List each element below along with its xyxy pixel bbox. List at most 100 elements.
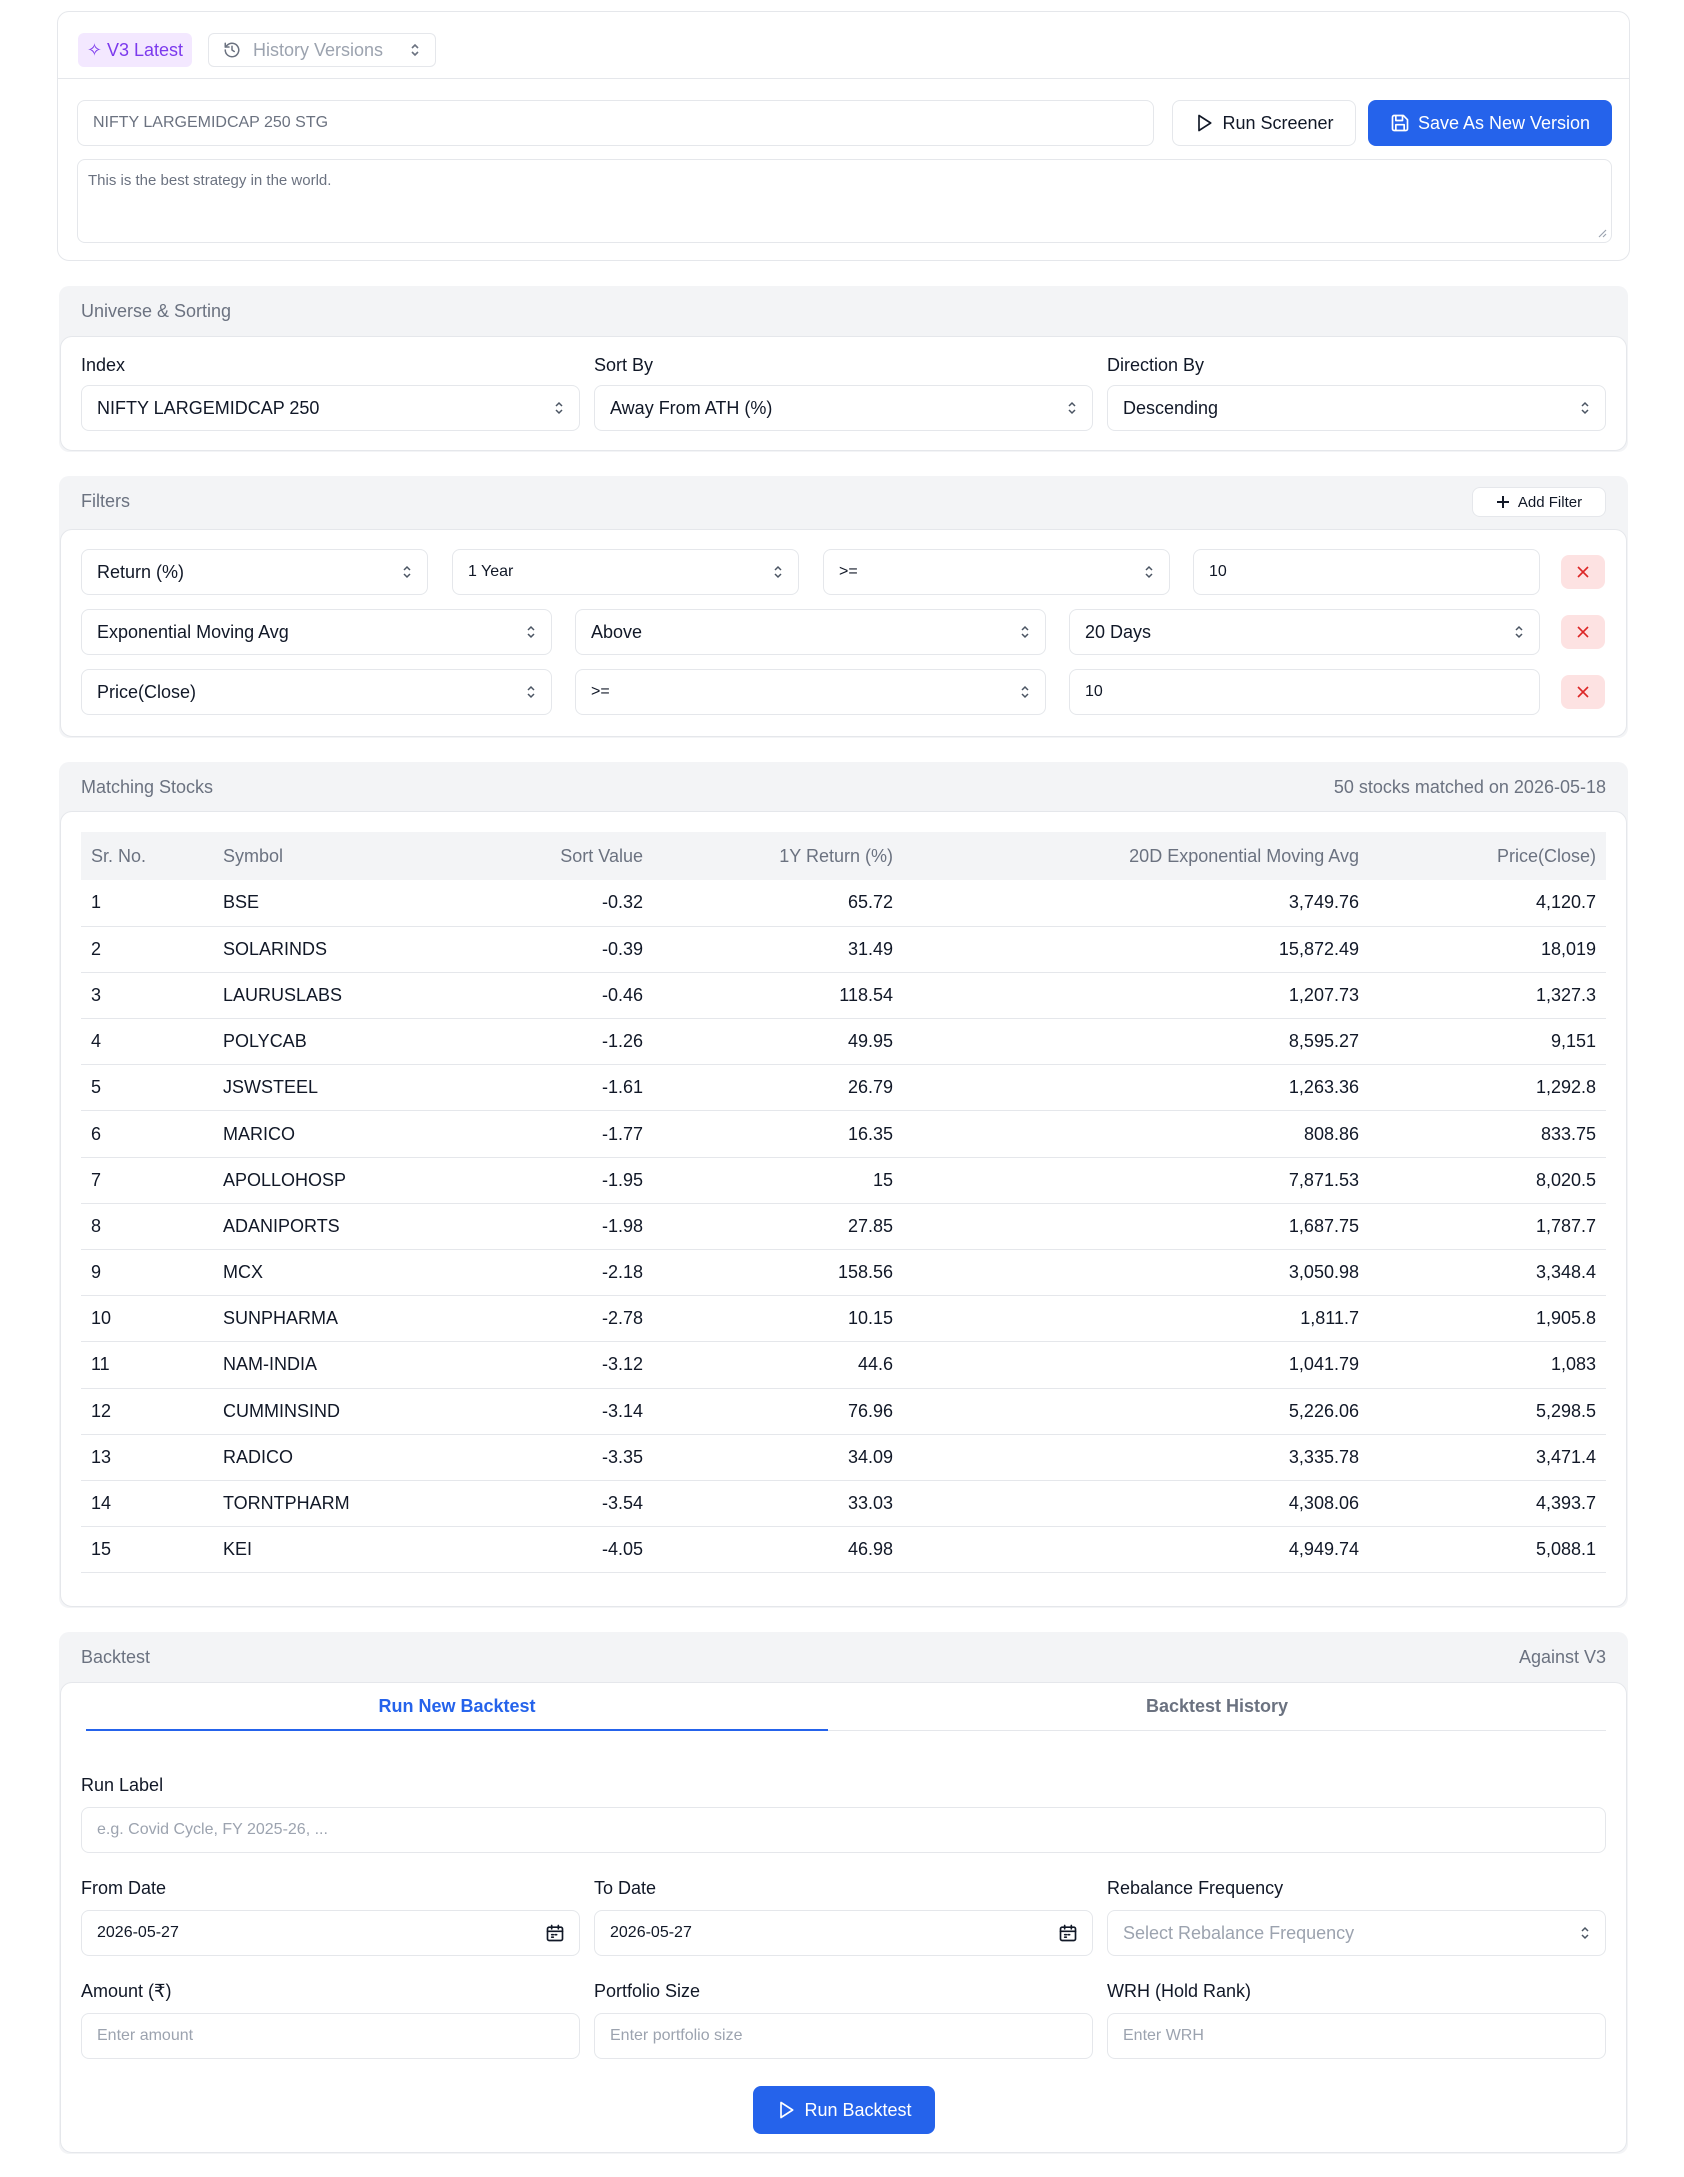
run-screener-button[interactable]: Run Screener xyxy=(1172,100,1356,146)
col-symbol[interactable]: Symbol xyxy=(213,832,403,880)
version-badge[interactable]: ✧ V3 Latest xyxy=(78,33,192,67)
sort-by-label: Sort By xyxy=(594,355,654,375)
run-label-label: Run Label xyxy=(81,1775,164,1795)
filter-3-metric-value: Price(Close) xyxy=(97,681,197,702)
chevron-updown-icon xyxy=(411,43,419,57)
col-sort-value[interactable]: Sort Value xyxy=(403,832,653,880)
history-versions-select[interactable]: History Versions xyxy=(208,33,436,67)
remove-filter-3-button[interactable] xyxy=(1561,675,1605,709)
table-row[interactable]: 7 APOLLOHOSP -1.95 15 7,871.53 8,020.5 xyxy=(81,1157,1606,1204)
cell-price-close: 1,787.7 xyxy=(1369,1203,1606,1251)
calendar-icon[interactable] xyxy=(1058,1923,1078,1943)
table-row[interactable]: 8 ADANIPORTS -1.98 27.85 1,687.75 1,787.7 xyxy=(81,1203,1606,1251)
cell-symbol: JSWSTEEL xyxy=(213,1064,403,1112)
resize-handle-icon[interactable] xyxy=(1597,228,1607,238)
amount-input[interactable]: Enter amount xyxy=(81,2013,580,2059)
table-row[interactable]: 2 SOLARINDS -0.39 31.49 15,872.49 18,019 xyxy=(81,926,1606,973)
cell-ema: 1,263.36 xyxy=(903,1064,1369,1112)
to-date-input[interactable]: 2026-05-27 xyxy=(594,1910,1093,1956)
run-backtest-button[interactable]: Run Backtest xyxy=(753,2086,935,2134)
sort-by-select[interactable]: Away From ATH (%) xyxy=(594,385,1093,431)
table-row[interactable]: 14 TORNTPHARM -3.54 33.03 4,308.06 4,393.7 xyxy=(81,1480,1606,1528)
filter-3-value-input[interactable]: 10 xyxy=(1069,669,1540,715)
calendar-icon[interactable] xyxy=(545,1923,565,1943)
add-filter-button[interactable]: Add Filter xyxy=(1472,487,1606,517)
filter-2-operator-select[interactable]: Above xyxy=(575,609,1046,655)
col-ema[interactable]: 20D Exponential Moving Avg xyxy=(903,832,1369,880)
wrh-input[interactable]: Enter WRH xyxy=(1107,2013,1606,2059)
cell-sort-value: -2.78 xyxy=(403,1295,653,1343)
chevron-updown-icon xyxy=(1068,401,1076,415)
index-select[interactable]: NIFTY LARGEMIDCAP 250 xyxy=(81,385,580,431)
col-sr-no[interactable]: Sr. No. xyxy=(81,832,213,880)
portfolio-size-input[interactable]: Enter portfolio size xyxy=(594,2013,1093,2059)
filter-3-metric-select[interactable]: Price(Close) xyxy=(81,669,552,715)
table-row[interactable]: 12 CUMMINSIND -3.14 76.96 5,226.06 5,298.5 xyxy=(81,1388,1606,1435)
chevron-updown-icon xyxy=(1021,685,1029,699)
save-new-version-button[interactable]: Save As New Version xyxy=(1368,100,1612,146)
chevron-updown-icon xyxy=(1021,625,1029,639)
filter-2-metric-select[interactable]: Exponential Moving Avg xyxy=(81,609,552,655)
table-row[interactable]: 9 MCX -2.18 158.56 3,050.98 3,348.4 xyxy=(81,1249,1606,1297)
run-screener-label: Run Screener xyxy=(1222,112,1334,133)
table-row[interactable]: 11 NAM-INDIA -3.12 44.6 1,041.79 1,083 xyxy=(81,1341,1606,1389)
filter-3-operator-select[interactable]: >= xyxy=(575,669,1046,715)
cell-sr-no: 15 xyxy=(81,1526,213,1574)
table-row[interactable]: 5 JSWSTEEL -1.61 26.79 1,263.36 1,292.8 xyxy=(81,1064,1606,1112)
filter-1-value-input[interactable]: 10 xyxy=(1193,549,1540,595)
save-icon xyxy=(1391,114,1409,132)
history-icon xyxy=(224,42,240,58)
direction-by-select[interactable]: Descending xyxy=(1107,385,1606,431)
filter-1-metric-select[interactable]: Return (%) xyxy=(81,549,428,595)
cell-sort-value: -0.46 xyxy=(403,972,653,1020)
rebalance-frequency-select[interactable]: Select Rebalance Frequency xyxy=(1107,1910,1606,1956)
from-date-input[interactable]: 2026-05-27 xyxy=(81,1910,580,1956)
cell-price-close: 1,905.8 xyxy=(1369,1295,1606,1343)
cell-sr-no: 5 xyxy=(81,1064,213,1112)
filter-2-period-select[interactable]: 20 Days xyxy=(1069,609,1540,655)
table-row[interactable]: 4 POLYCAB -1.26 49.95 8,595.27 9,151 xyxy=(81,1018,1606,1066)
table-row[interactable]: 15 KEI -4.05 46.98 4,949.74 5,088.1 xyxy=(81,1526,1606,1574)
run-label-placeholder: e.g. Covid Cycle, FY 2025-26, ... xyxy=(97,1821,328,1838)
cell-symbol: MCX xyxy=(213,1249,403,1297)
cell-sr-no: 13 xyxy=(81,1434,213,1481)
filter-1-period-value: 1 Year xyxy=(468,563,514,580)
table-row[interactable]: 13 RADICO -3.35 34.09 3,335.78 3,471.4 xyxy=(81,1434,1606,1481)
strategy-name-input[interactable]: NIFTY LARGEMIDCAP 250 STG xyxy=(77,100,1154,146)
cell-sr-no: 12 xyxy=(81,1388,213,1435)
remove-filter-2-button[interactable] xyxy=(1561,615,1605,649)
col-1y-return[interactable]: 1Y Return (%) xyxy=(653,832,903,880)
to-date-value: 2026-05-27 xyxy=(610,1924,692,1941)
matching-summary: 50 stocks matched on 2026-05-18 xyxy=(1333,776,1606,797)
cell-sort-value: -3.54 xyxy=(403,1480,653,1528)
to-date-label: To Date xyxy=(594,1878,657,1898)
table-row[interactable]: 3 LAURUSLABS -0.46 118.54 1,207.73 1,327.3 xyxy=(81,972,1606,1020)
cell-ema: 5,226.06 xyxy=(903,1388,1369,1435)
sort-by-value: Away From ATH (%) xyxy=(610,397,773,418)
filter-1-period-select[interactable]: 1 Year xyxy=(452,549,799,595)
filter-1-operator-select[interactable]: >= xyxy=(823,549,1170,595)
cell-symbol: KEI xyxy=(213,1526,403,1574)
table-row[interactable]: 10 SUNPHARMA -2.78 10.15 1,811.7 1,905.8 xyxy=(81,1295,1606,1343)
chevron-updown-icon xyxy=(1515,625,1523,639)
cell-1y-return: 26.79 xyxy=(653,1064,903,1112)
remove-filter-1-button[interactable] xyxy=(1561,555,1605,589)
cell-symbol: SUNPHARMA xyxy=(213,1295,403,1343)
description-textarea[interactable]: This is the best strategy in the world. xyxy=(77,159,1612,243)
run-label-input[interactable]: e.g. Covid Cycle, FY 2025-26, ... xyxy=(81,1807,1606,1853)
table-row[interactable]: 6 MARICO -1.77 16.35 808.86 833.75 xyxy=(81,1110,1606,1158)
col-price-close[interactable]: Price(Close) xyxy=(1369,832,1606,880)
cell-sort-value: -0.39 xyxy=(403,926,653,973)
table-row[interactable]: 1 BSE -0.32 65.72 3,749.76 4,120.7 xyxy=(81,880,1606,927)
tab-backtest-history[interactable]: Backtest History xyxy=(828,1683,1606,1731)
chevron-updown-icon xyxy=(403,565,411,579)
cell-1y-return: 34.09 xyxy=(653,1434,903,1481)
plus-icon xyxy=(1496,496,1509,508)
cell-ema: 3,749.76 xyxy=(903,880,1369,927)
wrh-label: WRH (Hold Rank) xyxy=(1107,1981,1252,2001)
tab-run-new-backtest[interactable]: Run New Backtest xyxy=(86,1683,828,1731)
play-icon xyxy=(1198,114,1212,132)
cell-sort-value: -1.95 xyxy=(403,1157,653,1204)
filter-2-period-value: 20 Days xyxy=(1085,621,1152,642)
index-label: Index xyxy=(81,355,126,375)
